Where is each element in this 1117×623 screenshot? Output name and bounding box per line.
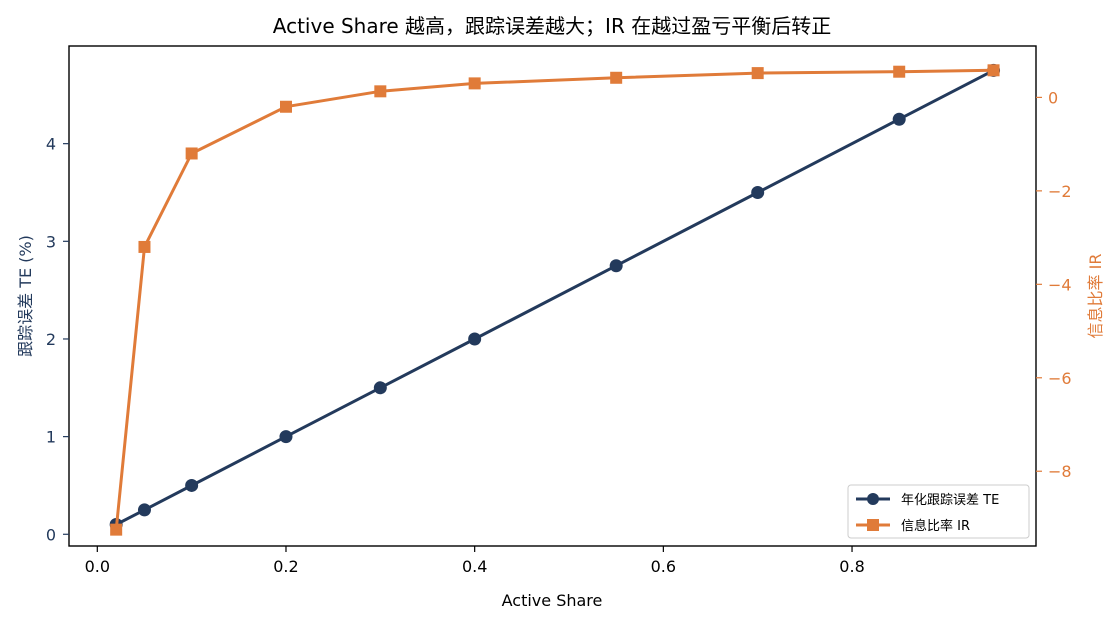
ir-point (279, 100, 292, 113)
ir-point (185, 147, 198, 160)
ir-point (374, 85, 387, 98)
y-right-tick-label: −4 (1048, 275, 1072, 294)
x-tick-label: 0.8 (839, 557, 864, 576)
y-right-tick-label: −8 (1048, 462, 1072, 481)
x-tick-label: 0.2 (273, 557, 298, 576)
y-left-tick-label: 3 (46, 232, 56, 251)
te-point (137, 503, 151, 517)
y-axis-right: 0 −2 −4 −6 −8 (1036, 88, 1072, 481)
chart-title: Active Share 越高，跟踪误差越大；IR 在越过盈亏平衡后转正 (273, 14, 831, 38)
x-tick-label: 0.4 (462, 557, 487, 576)
legend-marker (867, 493, 879, 505)
legend-box (847, 484, 1030, 539)
legend-label: 信息比率 IR (901, 518, 970, 534)
ir-series-line (114, 68, 994, 530)
y-left-tick-label: 4 (46, 135, 56, 154)
ir-point (110, 523, 123, 536)
legend-label: 年化跟踪误差 TE (901, 493, 999, 508)
series-layer (109, 63, 1001, 536)
y-right-tick-label: 0 (1048, 88, 1058, 107)
te-point (373, 381, 387, 395)
te-point (609, 259, 623, 273)
plot-area (68, 45, 1037, 547)
te-point (892, 112, 906, 126)
y-axis-right-label: 信息比率 IR (1086, 254, 1105, 339)
ir-point (468, 77, 481, 90)
te-point (468, 332, 482, 346)
y-right-tick-label: −2 (1048, 182, 1072, 201)
ir-point (893, 65, 906, 78)
y-axis-left: 0 1 2 3 4 (46, 135, 69, 544)
te-point (751, 185, 765, 199)
legend: 年化跟踪误差 TE 信息比率 IR (847, 484, 1030, 539)
te-point (185, 478, 199, 492)
te-series-line (115, 69, 995, 526)
legend-marker (867, 519, 879, 531)
ir-point (751, 67, 764, 80)
ir-point (610, 71, 623, 84)
x-axis: 0.0 0.2 0.4 0.6 0.8 (85, 546, 865, 576)
y-left-tick-label: 0 (46, 525, 56, 544)
te-point (279, 430, 293, 444)
ir-point (138, 240, 151, 253)
y-left-tick-label: 2 (46, 330, 56, 349)
x-tick-label: 0.0 (85, 557, 110, 576)
y-right-tick-label: −6 (1048, 369, 1072, 388)
x-axis-label: Active Share (502, 591, 603, 610)
ir-point (987, 64, 1000, 77)
y-axis-left-label: 跟踪误差 TE (%) (16, 235, 35, 357)
y-left-tick-label: 1 (46, 428, 56, 447)
x-tick-label: 0.6 (651, 557, 676, 576)
